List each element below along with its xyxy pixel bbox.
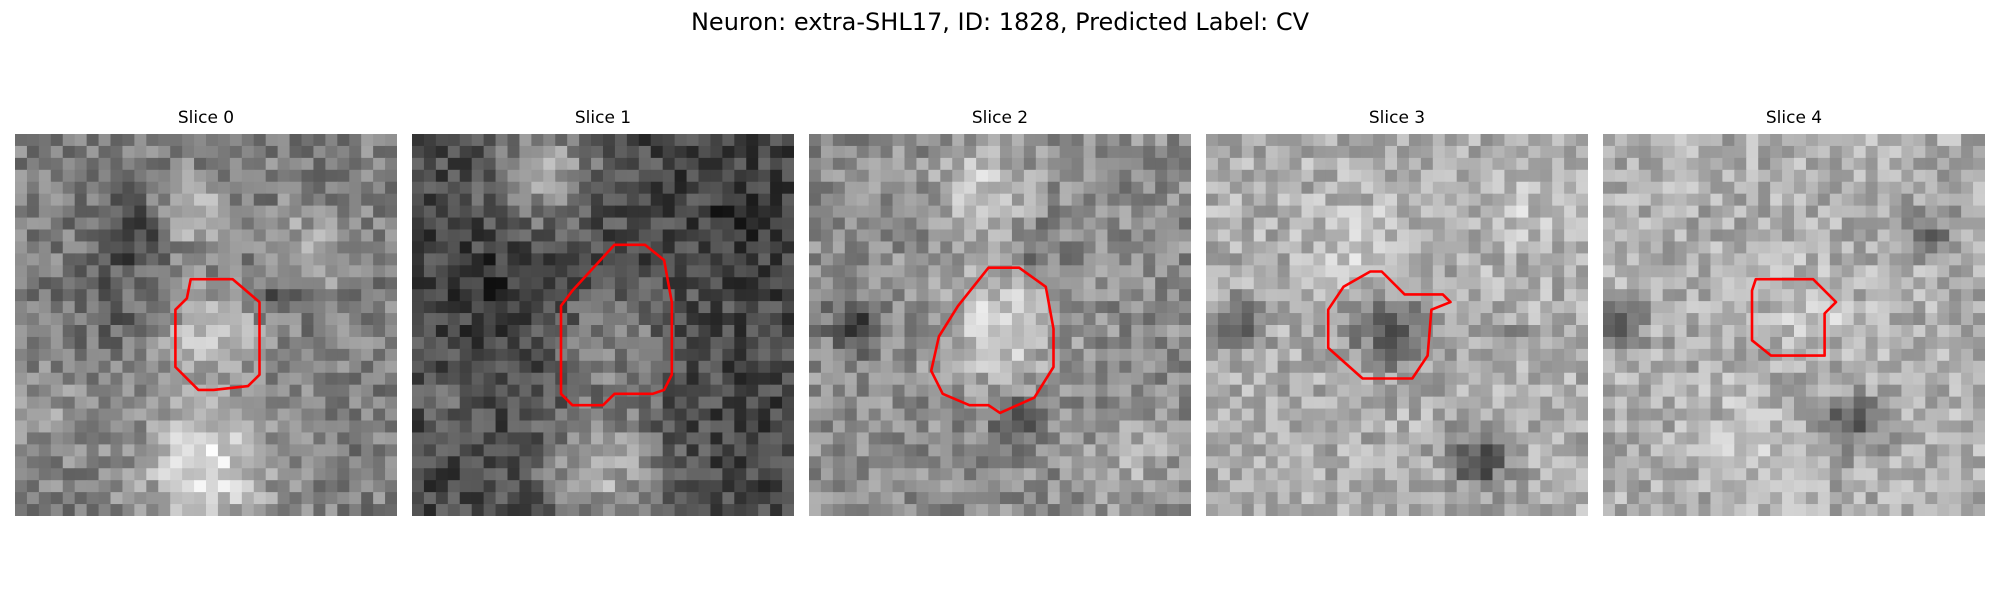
slice-image-3 <box>1206 134 1588 516</box>
slice-title-3: Slice 3 <box>1368 108 1426 128</box>
figure-title: Neuron: extra-SHL17, ID: 1828, Predicted… <box>690 8 1310 36</box>
slice-title-2: Slice 2 <box>971 108 1029 128</box>
slice-image-2 <box>809 134 1191 516</box>
slice-image-0 <box>15 134 397 516</box>
slice-panel-3: Slice 3 <box>1206 108 1588 518</box>
slice-panel-1: Slice 1 <box>412 108 794 518</box>
cell-contour-0 <box>174 277 261 392</box>
slice-panel-0: Slice 0 <box>15 108 397 518</box>
cell-contour-3 <box>1326 270 1452 380</box>
slice-image-4 <box>1603 134 1985 516</box>
slice-image-1 <box>412 134 794 516</box>
slice-panel-4: Slice 4 <box>1603 108 1985 518</box>
slice-title-4: Slice 4 <box>1765 108 1823 128</box>
slice-title-0: Slice 0 <box>177 108 235 128</box>
cell-contour-4 <box>1750 277 1838 357</box>
cell-contour-1 <box>559 243 674 407</box>
slice-panel-2: Slice 2 <box>809 108 1191 518</box>
cell-contour-2 <box>929 266 1055 415</box>
slice-title-1: Slice 1 <box>574 108 632 128</box>
